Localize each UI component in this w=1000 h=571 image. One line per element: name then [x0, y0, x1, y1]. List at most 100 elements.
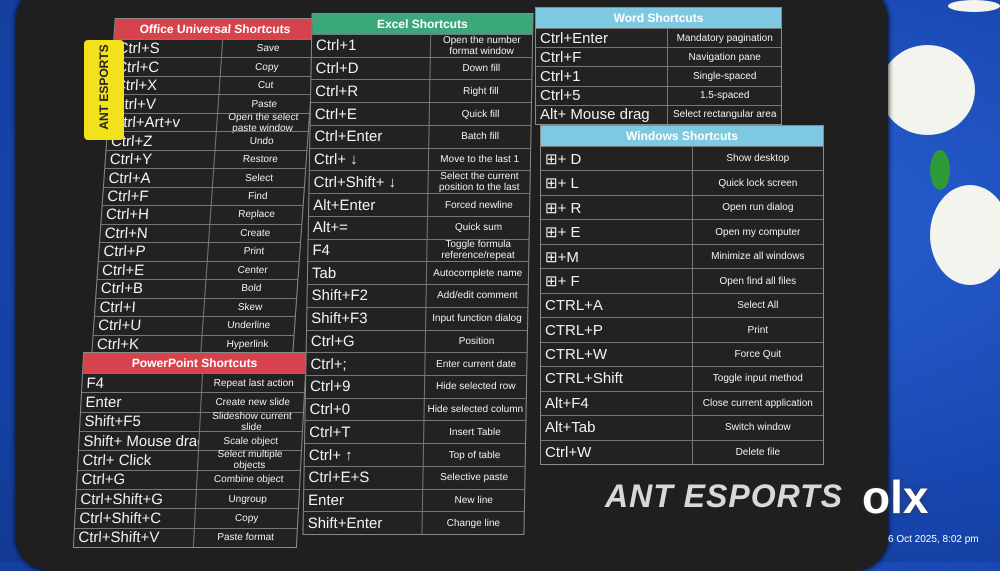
- shortcut-action: Insert Table: [449, 426, 501, 438]
- shortcut-action: Quick sum: [454, 222, 503, 234]
- shortcut-row: Ctrl+Y Restore: [105, 149, 307, 169]
- brand-tag-text: ANT ESPORTS: [97, 44, 111, 130]
- excel-section: Excel Shortcuts Ctrl+1 Open the number for…: [302, 13, 534, 535]
- shortcut-row: Ctrl+X Cut: [110, 75, 312, 95]
- shortcut-action: Hide selected row: [435, 381, 516, 393]
- shortcut-row: Alt+Enter Forced newline: [309, 193, 530, 216]
- shortcut-row: Alt+= Quick sum: [308, 215, 530, 239]
- shortcut-row: Ctrl+Z Undo: [106, 131, 308, 150]
- section-title: Excel Shortcuts: [312, 14, 533, 34]
- shortcut-row: Ctrl+1 Open the number format window: [311, 34, 533, 57]
- shortcut-action: Quick fill: [461, 108, 500, 120]
- shortcut-row: Ctrl+ ↓ Move to the last 1: [309, 147, 531, 171]
- shortcut-key: Ctrl+Y: [105, 150, 216, 169]
- shortcut-action: Repeat last action: [213, 377, 295, 389]
- shortcut-key: Ctrl+5: [536, 86, 669, 105]
- shortcut-key: F4: [308, 239, 428, 262]
- shortcut-key: Ctrl+T: [305, 421, 425, 444]
- shortcut-key: Ctrl+F: [536, 48, 669, 67]
- shortcut-row: Alt+F4 Close current application: [541, 390, 823, 416]
- shortcut-key: Ctrl+Shift+G: [75, 489, 198, 509]
- shortcut-row: Shift+F2 Add/edit comment: [307, 284, 528, 307]
- shortcut-action: Hyperlink: [226, 338, 269, 350]
- shortcut-key: Ctrl+K: [92, 335, 203, 353]
- shortcut-row: Alt+ Mouse drag Select rectangular area: [536, 104, 781, 125]
- shortcut-row: ⊞+ F Open find all files: [541, 268, 823, 293]
- shortcut-action: Switch window: [725, 422, 791, 434]
- shortcut-row: Ctrl+G Combine object: [76, 469, 300, 489]
- shortcut-key: Tab: [307, 262, 428, 285]
- shortcut-key: Ctrl+1: [536, 67, 669, 86]
- shortcut-key: Enter: [303, 489, 424, 512]
- shortcut-key: ⊞+ F: [541, 269, 693, 293]
- shortcut-row: CTRL+P Print: [541, 317, 823, 342]
- shortcut-row: Ctrl+A Select: [103, 168, 306, 187]
- shortcut-key: Ctrl+C: [111, 58, 222, 76]
- shortcut-row: Ctrl+Shift+ ↓ Select the current position…: [309, 170, 530, 194]
- shortcut-action: Combine object: [213, 474, 284, 486]
- shortcut-row: Ctrl+B Bold: [96, 279, 298, 298]
- shortcut-key: Shift+F3: [307, 307, 427, 330]
- shortcut-row: ⊞+M Minimize all windows: [541, 243, 823, 269]
- shortcut-action: Selective paste: [440, 472, 509, 484]
- brand-tag: ANT ESPORTS: [84, 40, 124, 140]
- shortcut-row: F4 Repeat last action: [82, 373, 306, 393]
- shortcut-action: Create: [239, 227, 271, 239]
- shortcut-key: Ctrl+Enter: [310, 125, 430, 148]
- shortcut-row: CTRL+A Select All: [541, 292, 823, 318]
- shortcut-row: Shift+Enter Change line: [303, 511, 524, 535]
- shortcut-key: Ctrl+ ↑: [304, 444, 425, 466]
- shortcut-row: Tab Autocomplete name: [307, 261, 529, 285]
- shortcut-action: Ungroup: [228, 493, 268, 505]
- watermark-logo: olx: [862, 471, 929, 523]
- shortcut-action: Open run dialog: [722, 202, 794, 214]
- shortcut-key: Ctrl+0: [305, 398, 426, 421]
- shortcut-action: Down fill: [462, 63, 501, 75]
- shortcut-key: Alt+ Mouse drag: [536, 105, 669, 125]
- shortcut-key: ⊞+M: [541, 244, 693, 269]
- shortcut-action: Toggle formula reference/repeat: [441, 239, 515, 262]
- section-title: Office Universal Shortcuts: [114, 19, 316, 39]
- shortcut-action: Open the number format window: [442, 34, 521, 57]
- shortcut-action: Right fill: [462, 85, 499, 97]
- shortcut-row: Ctrl+Shift+C Copy: [74, 508, 298, 528]
- shortcut-action: Bold: [240, 283, 262, 295]
- shortcut-row: Ctrl+1 Single-spaced: [536, 66, 781, 86]
- shortcut-key: CTRL+W: [541, 342, 693, 367]
- shortcut-key: Ctrl+D: [311, 57, 432, 80]
- shortcut-key: Shift+Enter: [303, 512, 424, 535]
- shortcut-row: Ctrl+W Delete file: [541, 439, 823, 465]
- shortcut-row: ⊞+ L Quick lock screen: [541, 170, 823, 195]
- shortcut-key: Ctrl+E: [310, 103, 431, 125]
- flower: [930, 185, 1000, 285]
- shortcut-key: Ctrl+Shift+ ↓: [309, 171, 430, 194]
- shortcut-row: Ctrl+9 Hide selected row: [305, 375, 527, 398]
- shortcut-action: Paste format: [216, 532, 275, 544]
- shortcut-row: Ctrl+ ↑ Top of table: [304, 443, 526, 466]
- shortcut-action: Print: [243, 246, 265, 258]
- shortcut-action: Print: [747, 324, 769, 336]
- shortcut-list: Ctrl+S Save Ctrl+C Copy Ctrl+X Cut Ctrl+V Paste…: [92, 39, 315, 353]
- shortcut-key: F4: [82, 374, 204, 393]
- shortcut-key: ⊞+ L: [541, 171, 693, 195]
- timestamp: 6 Oct 2025, 8:02 pm: [888, 534, 979, 545]
- shortcut-row: Ctrl+Shift+G Ungroup: [75, 488, 299, 509]
- shortcut-key: Shift+ Mouse drag: [78, 431, 201, 451]
- shortcut-action: Forced newline: [444, 199, 513, 211]
- shortcut-action: Position: [458, 335, 495, 347]
- shortcut-key: Ctrl+Art+v: [107, 113, 219, 132]
- word-section: Word Shortcuts Ctrl+Enter Mandatory pagina…: [535, 7, 782, 125]
- shortcut-key: Ctrl+V: [109, 95, 220, 113]
- shortcut-key: Shift+F5: [79, 412, 202, 431]
- shortcut-row: CTRL+Shift Toggle input method: [541, 366, 823, 391]
- shortcut-action: Skew: [237, 301, 263, 313]
- shortcut-row: Enter Create new slide: [81, 392, 305, 412]
- shortcut-action: Open my computer: [715, 226, 801, 238]
- shortcut-key: Ctrl+H: [101, 206, 212, 224]
- shortcut-action: Batch fill: [461, 131, 500, 143]
- section-title: Windows Shortcuts: [541, 126, 823, 146]
- shortcut-key: Enter: [81, 393, 203, 412]
- shortcut-action: Open find all files: [719, 275, 797, 287]
- shortcut-row: Ctrl+T Insert Table: [305, 420, 526, 444]
